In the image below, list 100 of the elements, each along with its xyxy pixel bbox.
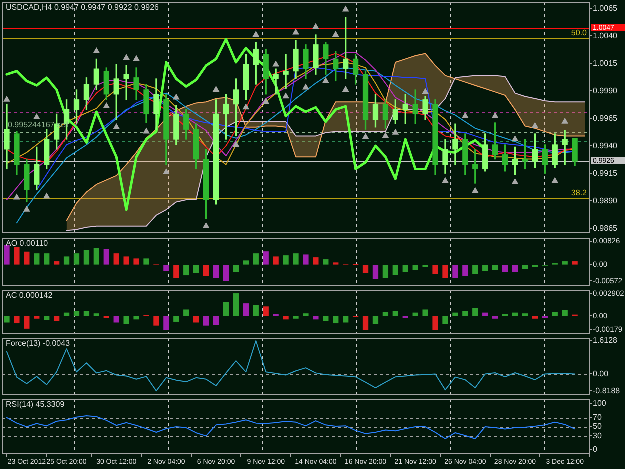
y-tick-label: 1.0015 xyxy=(593,58,618,68)
bar xyxy=(203,265,210,276)
bar xyxy=(263,252,269,265)
point xyxy=(213,86,220,92)
bar xyxy=(372,316,379,324)
bar xyxy=(74,311,80,316)
bar xyxy=(522,265,528,270)
bar xyxy=(362,265,369,274)
point xyxy=(392,129,399,135)
point xyxy=(512,178,518,184)
annotation: 50.0 xyxy=(571,28,588,38)
bar xyxy=(14,316,20,324)
point xyxy=(462,112,469,118)
bar xyxy=(462,265,468,276)
point xyxy=(44,193,50,199)
bar xyxy=(303,314,309,316)
bar xyxy=(223,302,230,316)
bar xyxy=(492,265,498,270)
bar xyxy=(462,311,468,316)
bar xyxy=(263,306,269,316)
point xyxy=(14,194,20,200)
bar xyxy=(144,258,150,265)
bar xyxy=(194,265,200,274)
point xyxy=(94,48,100,54)
bar xyxy=(4,245,10,265)
point xyxy=(342,86,349,92)
bar xyxy=(154,316,160,326)
point xyxy=(532,122,538,128)
bar xyxy=(84,311,90,316)
chart-title: Force(13) -0.0043 xyxy=(6,339,71,348)
point xyxy=(263,98,270,104)
bar xyxy=(283,316,289,320)
bar xyxy=(362,316,369,330)
bar xyxy=(114,254,120,265)
point xyxy=(312,24,320,30)
point xyxy=(233,142,240,147)
point xyxy=(253,32,260,37)
point xyxy=(143,128,150,134)
bar xyxy=(174,265,180,278)
y-tick-label: 1.0040 xyxy=(593,31,618,40)
bar xyxy=(273,256,279,265)
bar xyxy=(253,254,259,265)
y-tick-label: 100 xyxy=(593,399,607,408)
point xyxy=(133,56,140,62)
bar xyxy=(213,265,220,278)
bar xyxy=(243,260,249,265)
bar xyxy=(402,265,408,272)
point xyxy=(123,54,130,60)
y-tick-label: 0.9890 xyxy=(593,196,618,206)
bar xyxy=(134,316,140,320)
bar xyxy=(203,316,210,326)
candlestick xyxy=(283,54,289,90)
y-tick-label: 1.6128 xyxy=(593,336,618,346)
point xyxy=(562,118,568,124)
y-tick-label: 0.9940 xyxy=(593,141,618,150)
bar xyxy=(522,314,528,316)
bar xyxy=(124,256,130,265)
y-tick-label: 0.00 xyxy=(593,369,610,378)
point xyxy=(243,104,250,110)
bar xyxy=(472,308,478,316)
bar xyxy=(54,316,60,322)
bar xyxy=(492,316,498,319)
y-tick-label: 1.0065 xyxy=(593,4,618,13)
bar xyxy=(84,250,90,265)
bar xyxy=(44,316,50,320)
bar xyxy=(412,265,418,270)
bar xyxy=(392,311,398,316)
chart-title: AO 0.00110 xyxy=(6,239,49,248)
y-tick-label: 70 xyxy=(593,413,602,422)
bar xyxy=(472,265,478,274)
y-tick-label: 0 xyxy=(593,445,598,454)
point xyxy=(382,132,389,138)
bar xyxy=(293,254,299,265)
point xyxy=(492,112,498,118)
bar xyxy=(313,316,319,320)
y-tick-label: 30 xyxy=(593,431,602,440)
point xyxy=(342,6,349,12)
bar xyxy=(382,312,389,316)
annotation: 38.2 xyxy=(571,188,588,198)
point xyxy=(163,169,170,174)
bar xyxy=(442,316,448,324)
point xyxy=(362,134,369,140)
bar xyxy=(213,316,220,326)
point xyxy=(34,114,40,120)
bar xyxy=(194,316,200,323)
point xyxy=(173,94,180,100)
bar xyxy=(532,316,538,319)
bar xyxy=(124,316,130,324)
y-tick-label: 0.9915 xyxy=(593,168,618,178)
bar xyxy=(552,312,558,316)
bar xyxy=(184,310,190,316)
bar xyxy=(422,310,428,316)
bar xyxy=(134,258,140,265)
bar xyxy=(432,316,438,330)
point xyxy=(24,206,30,212)
bar xyxy=(233,294,240,316)
bar xyxy=(382,265,389,278)
y-tick-label: 0.9990 xyxy=(593,86,618,96)
bar xyxy=(114,316,120,323)
point xyxy=(442,178,449,184)
